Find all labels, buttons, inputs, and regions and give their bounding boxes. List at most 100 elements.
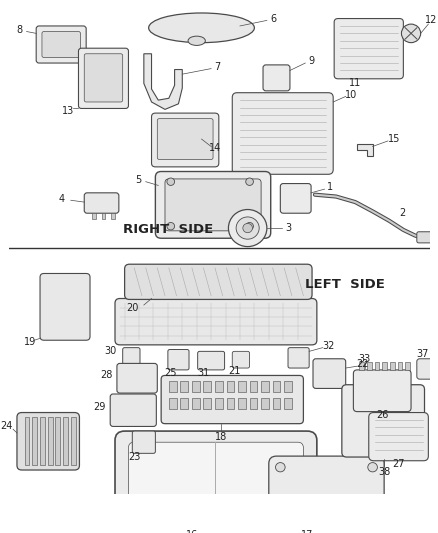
Text: 23: 23 [128,452,141,462]
Circle shape [229,209,267,247]
Bar [180,381,188,392]
Bar [111,213,115,219]
Bar [169,381,177,392]
Text: 24: 24 [1,421,13,431]
Bar [25,417,29,465]
FancyBboxPatch shape [165,179,261,231]
Polygon shape [357,144,373,156]
FancyBboxPatch shape [117,364,157,393]
FancyBboxPatch shape [232,351,250,368]
Bar [405,362,410,370]
Text: 19: 19 [24,337,36,347]
Bar [203,381,211,392]
Text: 26: 26 [376,410,389,421]
Bar [250,381,257,392]
FancyBboxPatch shape [313,359,346,389]
Text: 13: 13 [62,106,74,116]
Bar [48,417,53,465]
FancyBboxPatch shape [342,385,424,457]
Bar [169,398,177,409]
Text: LEFT  SIDE: LEFT SIDE [305,278,385,291]
Ellipse shape [188,36,205,45]
Text: 32: 32 [322,341,335,351]
Bar [215,381,223,392]
Text: 30: 30 [105,346,117,357]
FancyBboxPatch shape [198,351,225,370]
FancyBboxPatch shape [36,26,86,63]
Bar [398,362,403,370]
FancyBboxPatch shape [161,375,304,424]
Text: 17: 17 [301,530,314,533]
FancyBboxPatch shape [353,370,411,411]
Text: 14: 14 [209,143,221,154]
Bar [390,362,395,370]
Circle shape [246,178,254,185]
Bar [56,417,60,465]
Bar [359,362,364,370]
Bar [367,362,371,370]
Text: 4: 4 [59,195,65,204]
Ellipse shape [148,13,254,43]
Text: 37: 37 [416,349,428,359]
Circle shape [368,463,378,472]
FancyBboxPatch shape [157,119,213,159]
FancyBboxPatch shape [110,394,156,426]
Bar [71,417,76,465]
FancyBboxPatch shape [155,172,271,238]
FancyBboxPatch shape [263,65,290,91]
Circle shape [276,516,285,526]
Text: 38: 38 [378,467,390,477]
Bar [226,381,234,392]
Bar [272,381,280,392]
Text: 31: 31 [197,368,209,378]
FancyBboxPatch shape [232,93,333,174]
FancyBboxPatch shape [115,298,317,345]
Bar [374,362,379,370]
Bar [192,398,200,409]
Text: 5: 5 [135,175,141,185]
Text: 10: 10 [345,90,357,100]
Text: RIGHT  SIDE: RIGHT SIDE [123,223,213,237]
Text: 11: 11 [349,78,361,88]
FancyBboxPatch shape [84,54,123,102]
FancyBboxPatch shape [84,193,119,213]
Circle shape [243,223,252,233]
Text: 9: 9 [308,56,314,66]
Bar [284,398,292,409]
FancyBboxPatch shape [334,19,403,79]
FancyBboxPatch shape [269,456,384,528]
FancyBboxPatch shape [42,31,81,58]
Text: 33: 33 [359,354,371,364]
Bar [203,398,211,409]
FancyBboxPatch shape [128,442,304,514]
Circle shape [276,463,285,472]
Text: 22: 22 [357,359,369,369]
Bar [40,417,45,465]
Circle shape [402,24,420,43]
Bar [272,398,280,409]
FancyBboxPatch shape [40,273,90,340]
Circle shape [167,222,175,230]
FancyBboxPatch shape [132,431,155,454]
Bar [238,398,246,409]
Text: 8: 8 [17,25,23,35]
Text: 2: 2 [399,208,405,218]
Circle shape [368,516,378,526]
Bar [238,381,246,392]
Text: 7: 7 [214,62,220,72]
Text: 21: 21 [228,366,240,376]
Bar [102,213,106,219]
Bar [192,381,200,392]
Text: 25: 25 [165,368,177,378]
Bar [226,398,234,409]
FancyBboxPatch shape [123,348,140,365]
Polygon shape [144,54,182,109]
FancyBboxPatch shape [417,359,438,379]
Text: 20: 20 [127,303,139,313]
FancyBboxPatch shape [369,413,428,461]
Circle shape [167,178,175,185]
Text: 15: 15 [388,134,400,144]
Bar [92,213,96,219]
FancyBboxPatch shape [17,413,79,470]
FancyBboxPatch shape [168,350,189,370]
